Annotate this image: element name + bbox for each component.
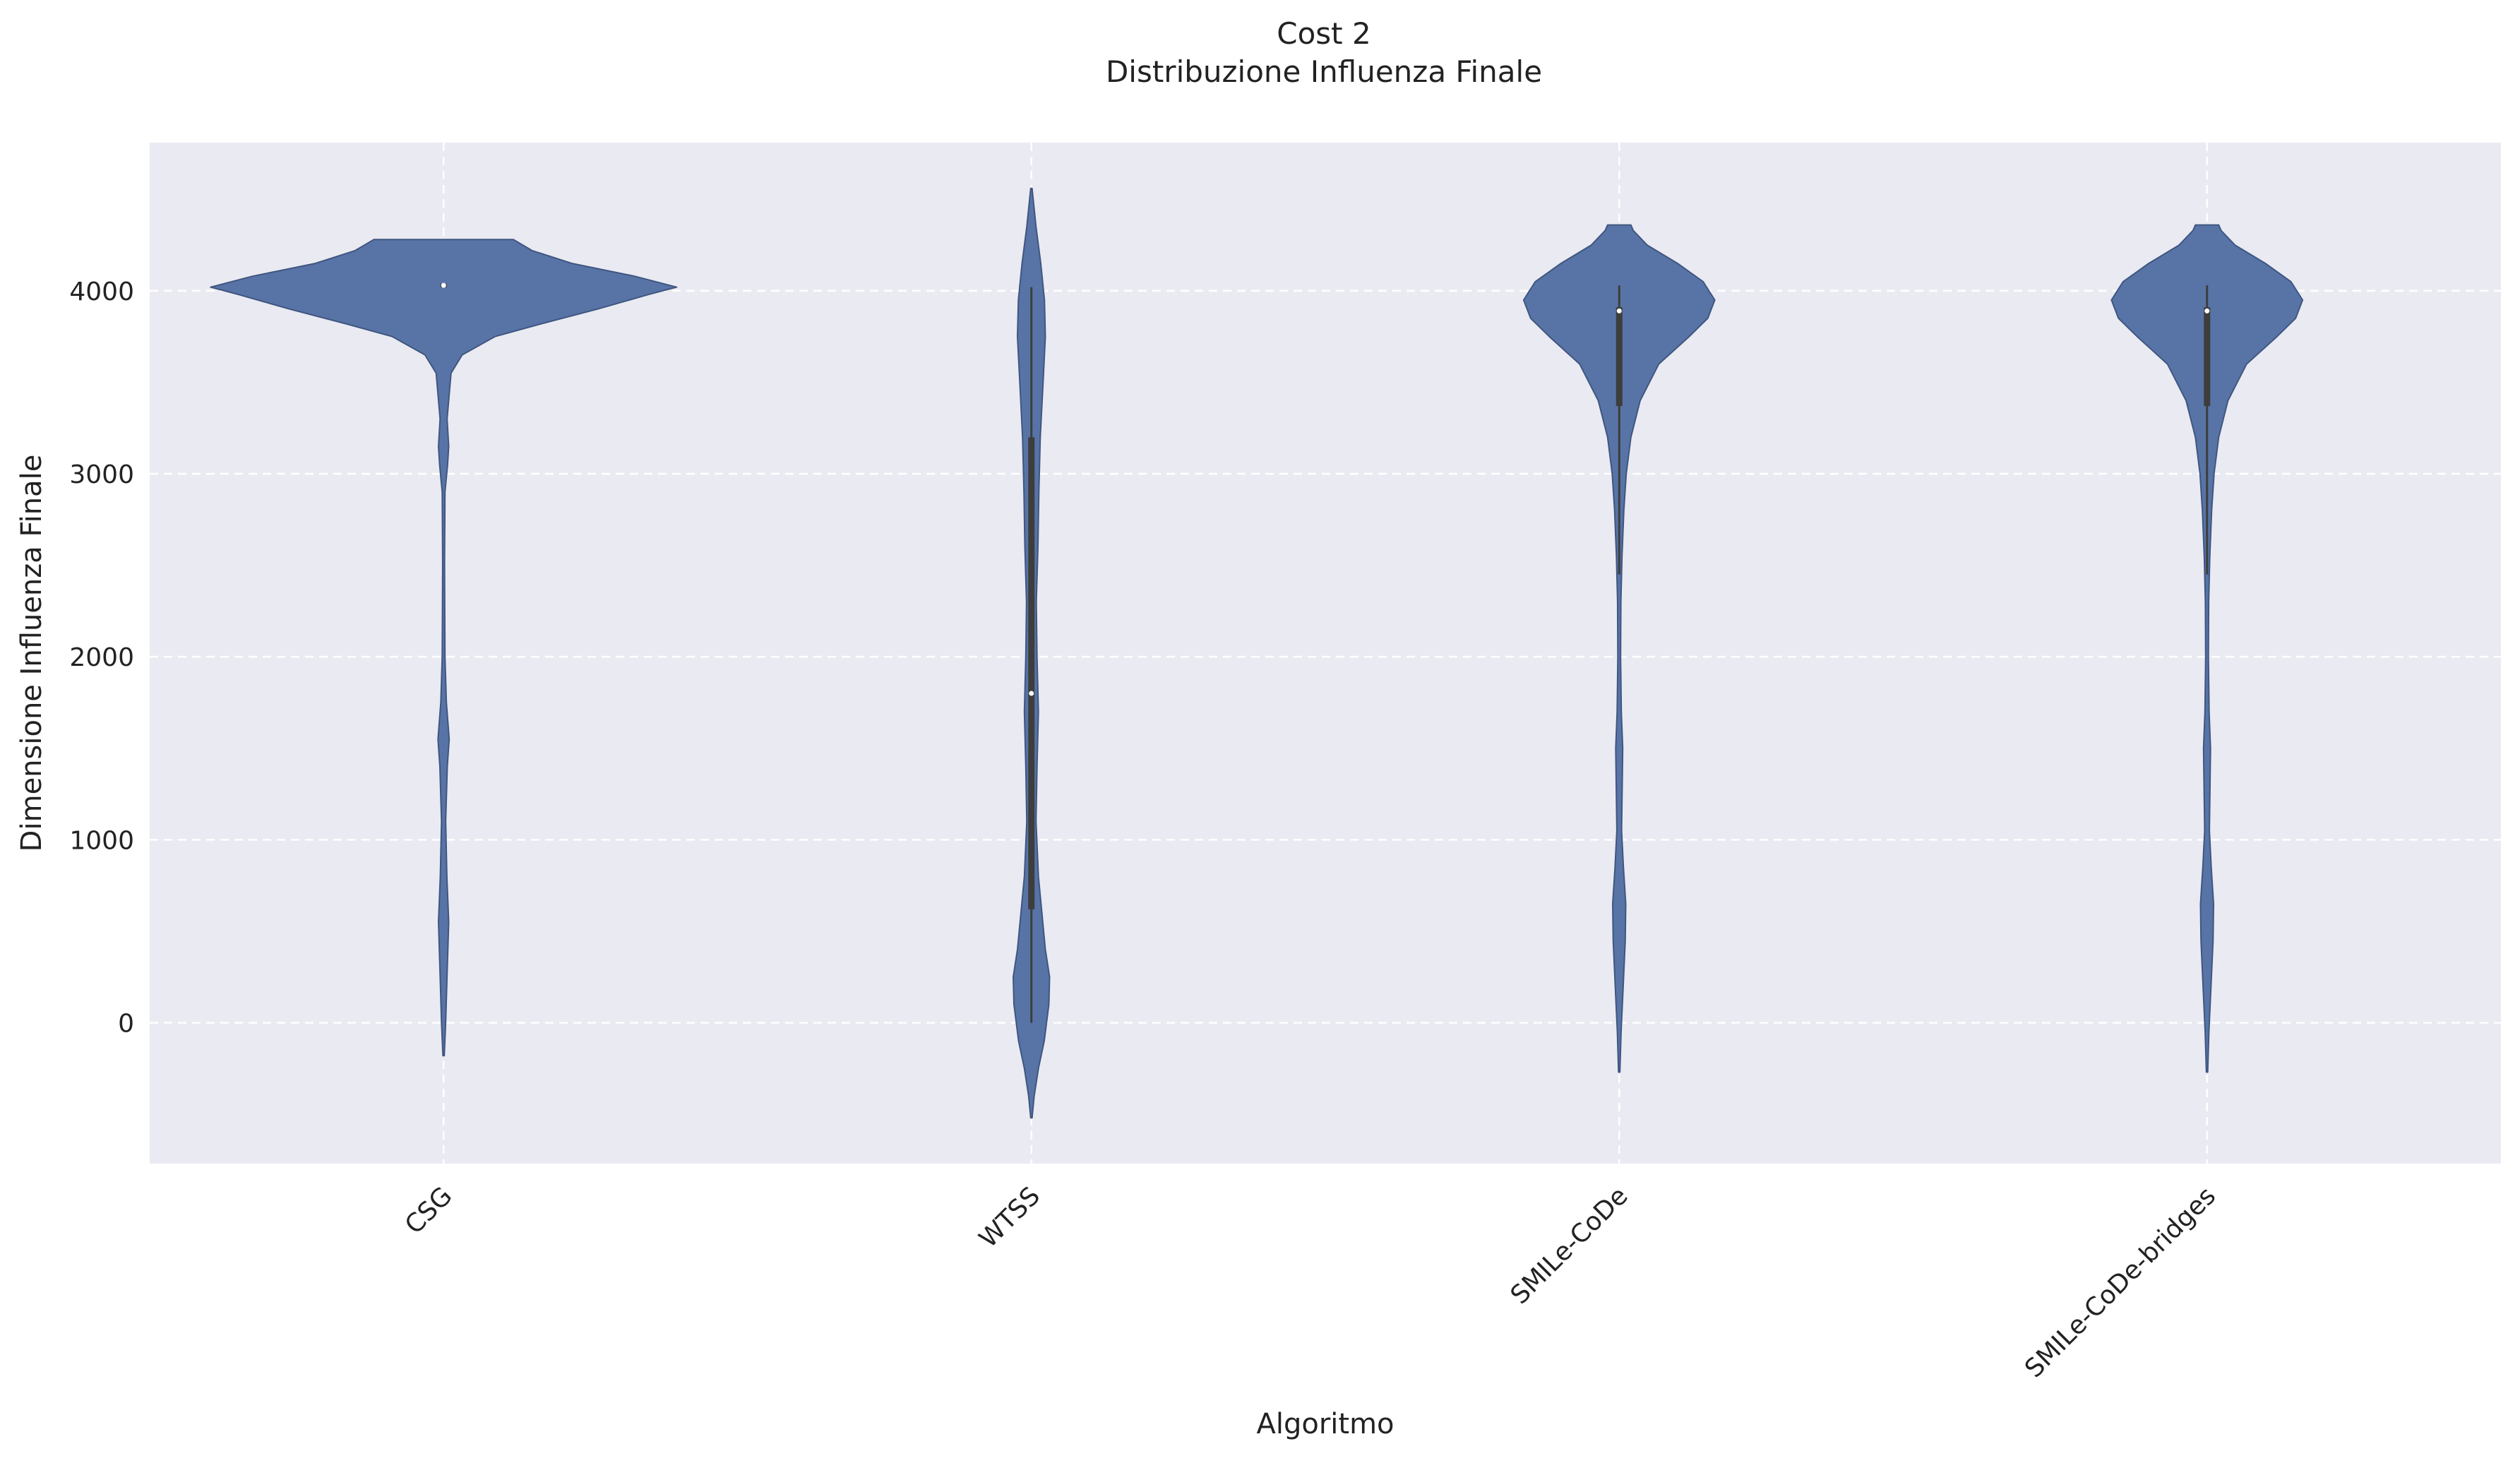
y-tick-label: 1000 xyxy=(69,826,134,855)
y-axis-label: Dimensione Influenza Finale xyxy=(16,455,48,852)
violin-median-marker xyxy=(2204,308,2210,314)
y-tick-label: 4000 xyxy=(69,277,134,306)
chart-title: Cost 2 xyxy=(1277,16,1371,51)
violin-iqr-box xyxy=(1616,307,1623,407)
y-tick-label: 2000 xyxy=(69,643,134,672)
violin-body xyxy=(2110,224,2304,1073)
violin-iqr-box xyxy=(2204,307,2211,407)
y-tick-labels: 0 1000 2000 3000 4000 xyxy=(69,277,134,1039)
violin-median-marker xyxy=(1029,691,1034,696)
violins xyxy=(210,187,2304,1119)
violin-median-marker xyxy=(1616,308,1622,314)
x-tick-label: SMILe-CoDe-bridges xyxy=(2019,1181,2221,1383)
violin-body xyxy=(210,239,678,1057)
violin-body xyxy=(1522,224,1716,1073)
x-tick-label: WTSS xyxy=(974,1181,1046,1253)
chart-subtitle: Distribuzione Influenza Finale xyxy=(1106,54,1542,89)
x-axis-label: Algoritmo xyxy=(1256,1408,1394,1440)
violin-median-marker xyxy=(441,282,446,288)
x-tick-label: CSG xyxy=(400,1181,458,1240)
x-tick-labels: CSG WTSS SMILe-CoDe SMILe-CoDe-bridges xyxy=(400,1181,2221,1383)
y-tick-label: 0 xyxy=(118,1009,134,1038)
y-tick-label: 3000 xyxy=(69,460,134,489)
x-tick-label: SMILe-CoDe xyxy=(1505,1181,1634,1310)
violin-iqr-box xyxy=(1028,437,1035,909)
